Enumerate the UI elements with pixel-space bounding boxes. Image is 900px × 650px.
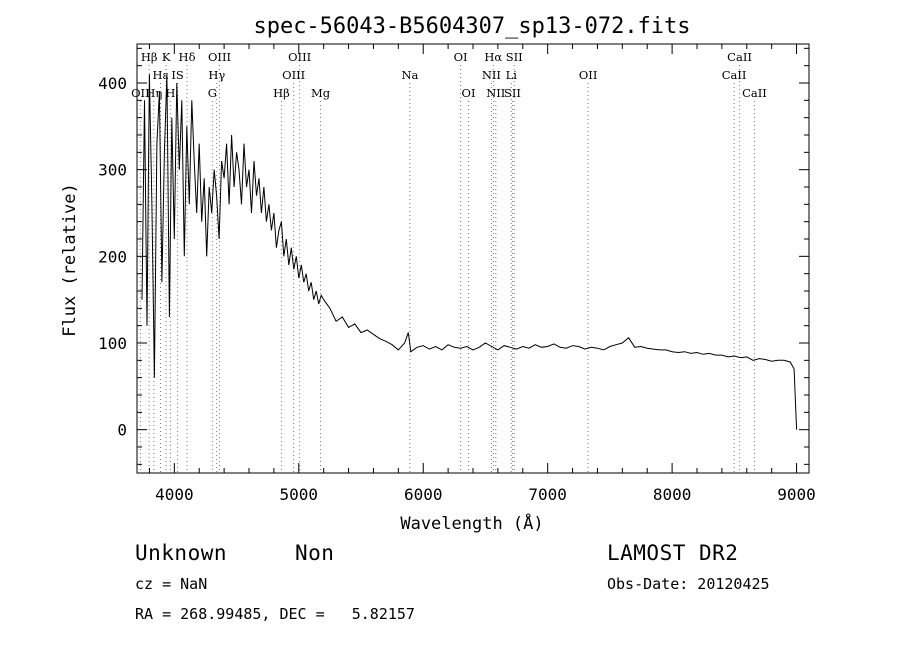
line-label: NII: [486, 86, 505, 100]
object-class: Unknown: [135, 541, 228, 565]
line-label: OIII: [288, 50, 311, 64]
line-label: Hδ: [179, 50, 196, 64]
y-tick-label: 100: [98, 334, 127, 353]
line-label: OI: [462, 86, 476, 100]
x-axis-label: Wavelength (Å): [400, 512, 543, 534]
spectrum-line: [141, 74, 798, 430]
redshift-cz: cz = NaN: [135, 575, 208, 593]
observation-date: Obs-Date: 20120425: [607, 575, 770, 593]
x-axis: 4000 5000 6000 7000 8000 9000: [148, 44, 816, 504]
line-label: CaII: [742, 86, 767, 100]
survey-name: LAMOST DR2: [607, 541, 739, 565]
line-label: OIII: [282, 68, 305, 82]
line-label: Na: [401, 68, 418, 82]
line-label: Hβ: [141, 50, 158, 64]
object-subclass: Non: [295, 541, 335, 565]
line-label: Hε: [153, 68, 169, 82]
line-label: CaII: [722, 68, 747, 82]
line-label: Hα: [484, 50, 502, 64]
x-tick-label: 7000: [528, 485, 567, 504]
line-label: K: [162, 50, 171, 64]
y-tick-label: 0: [117, 421, 127, 440]
line-label: G: [208, 86, 217, 100]
line-label: Mg: [311, 86, 331, 100]
line-label: IS: [171, 68, 184, 82]
x-tick-label: 8000: [653, 485, 692, 504]
y-axis: 0 100 200 300 400: [98, 47, 809, 465]
line-label: Hβ: [273, 86, 290, 100]
x-tick-label: 9000: [777, 485, 816, 504]
line-label: OI: [454, 50, 468, 64]
line-label: H: [165, 86, 175, 100]
y-axis-label: Flux (relative): [60, 183, 80, 337]
line-label: OII: [579, 68, 598, 82]
line-label: OII: [131, 86, 150, 100]
line-label: Li: [506, 68, 518, 82]
plot-frame: [136, 43, 810, 474]
y-tick-label: 300: [98, 161, 127, 180]
line-label: SII: [504, 86, 521, 100]
x-tick-label: 6000: [404, 485, 443, 504]
x-tick-label: 5000: [280, 485, 319, 504]
line-label: Hγ: [208, 68, 225, 82]
y-tick-label: 200: [98, 247, 127, 266]
line-label: NII: [482, 68, 501, 82]
y-tick-label: 400: [98, 74, 127, 93]
line-label: SII: [506, 50, 523, 64]
chart-title: spec-56043-B5604307_sp13-072.fits: [253, 14, 690, 39]
ra-dec-coordinates: RA = 268.99485, DEC = 5.82157: [135, 605, 415, 623]
line-label: OIII: [208, 50, 231, 64]
line-label: CaII: [727, 50, 752, 64]
x-tick-label: 4000: [155, 485, 194, 504]
